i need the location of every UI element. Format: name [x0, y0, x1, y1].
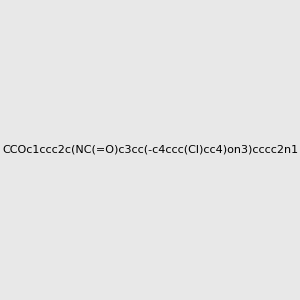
- Text: CCOc1ccc2c(NC(=O)c3cc(-c4ccc(Cl)cc4)on3)cccc2n1: CCOc1ccc2c(NC(=O)c3cc(-c4ccc(Cl)cc4)on3)…: [2, 145, 298, 155]
